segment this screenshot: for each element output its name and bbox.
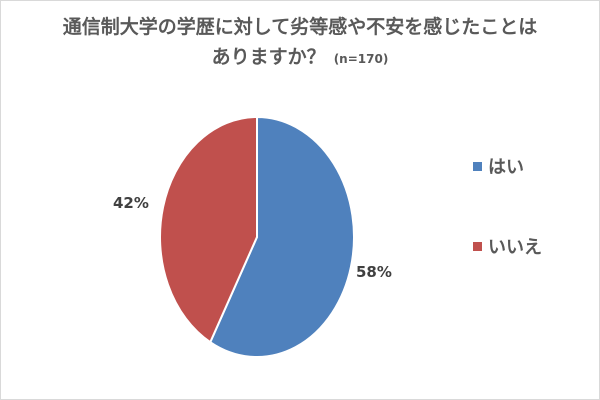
pie-slice-yes	[209, 115, 355, 358]
legend-item-no: いいえ	[473, 233, 542, 259]
title-line-2: ありますか？ (n=170)	[0, 42, 600, 74]
legend-label-no: いいえ	[488, 237, 542, 258]
title-line-1: 通信制大学の学歴に対して劣等感や不安を感じたことは	[62, 16, 538, 38]
chart-title: 通信制大学の学歴に対して劣等感や不安を感じたことは ありますか？ (n=170)	[0, 12, 600, 74]
legend-item-yes: はい	[473, 153, 524, 179]
pie-slices	[159, 115, 355, 358]
legend-label-yes: はい	[488, 157, 524, 178]
legend-swatch-yes	[473, 161, 482, 171]
pie-slice-no	[159, 115, 258, 344]
legend-swatch-no	[473, 241, 482, 251]
title-line-2-text: ありますか？	[211, 46, 326, 68]
pie-label-yes-percent: 58%	[356, 263, 392, 281]
sample-size-label: (n=170)	[333, 52, 389, 66]
pie-label-no-percent: 42%	[113, 194, 149, 212]
